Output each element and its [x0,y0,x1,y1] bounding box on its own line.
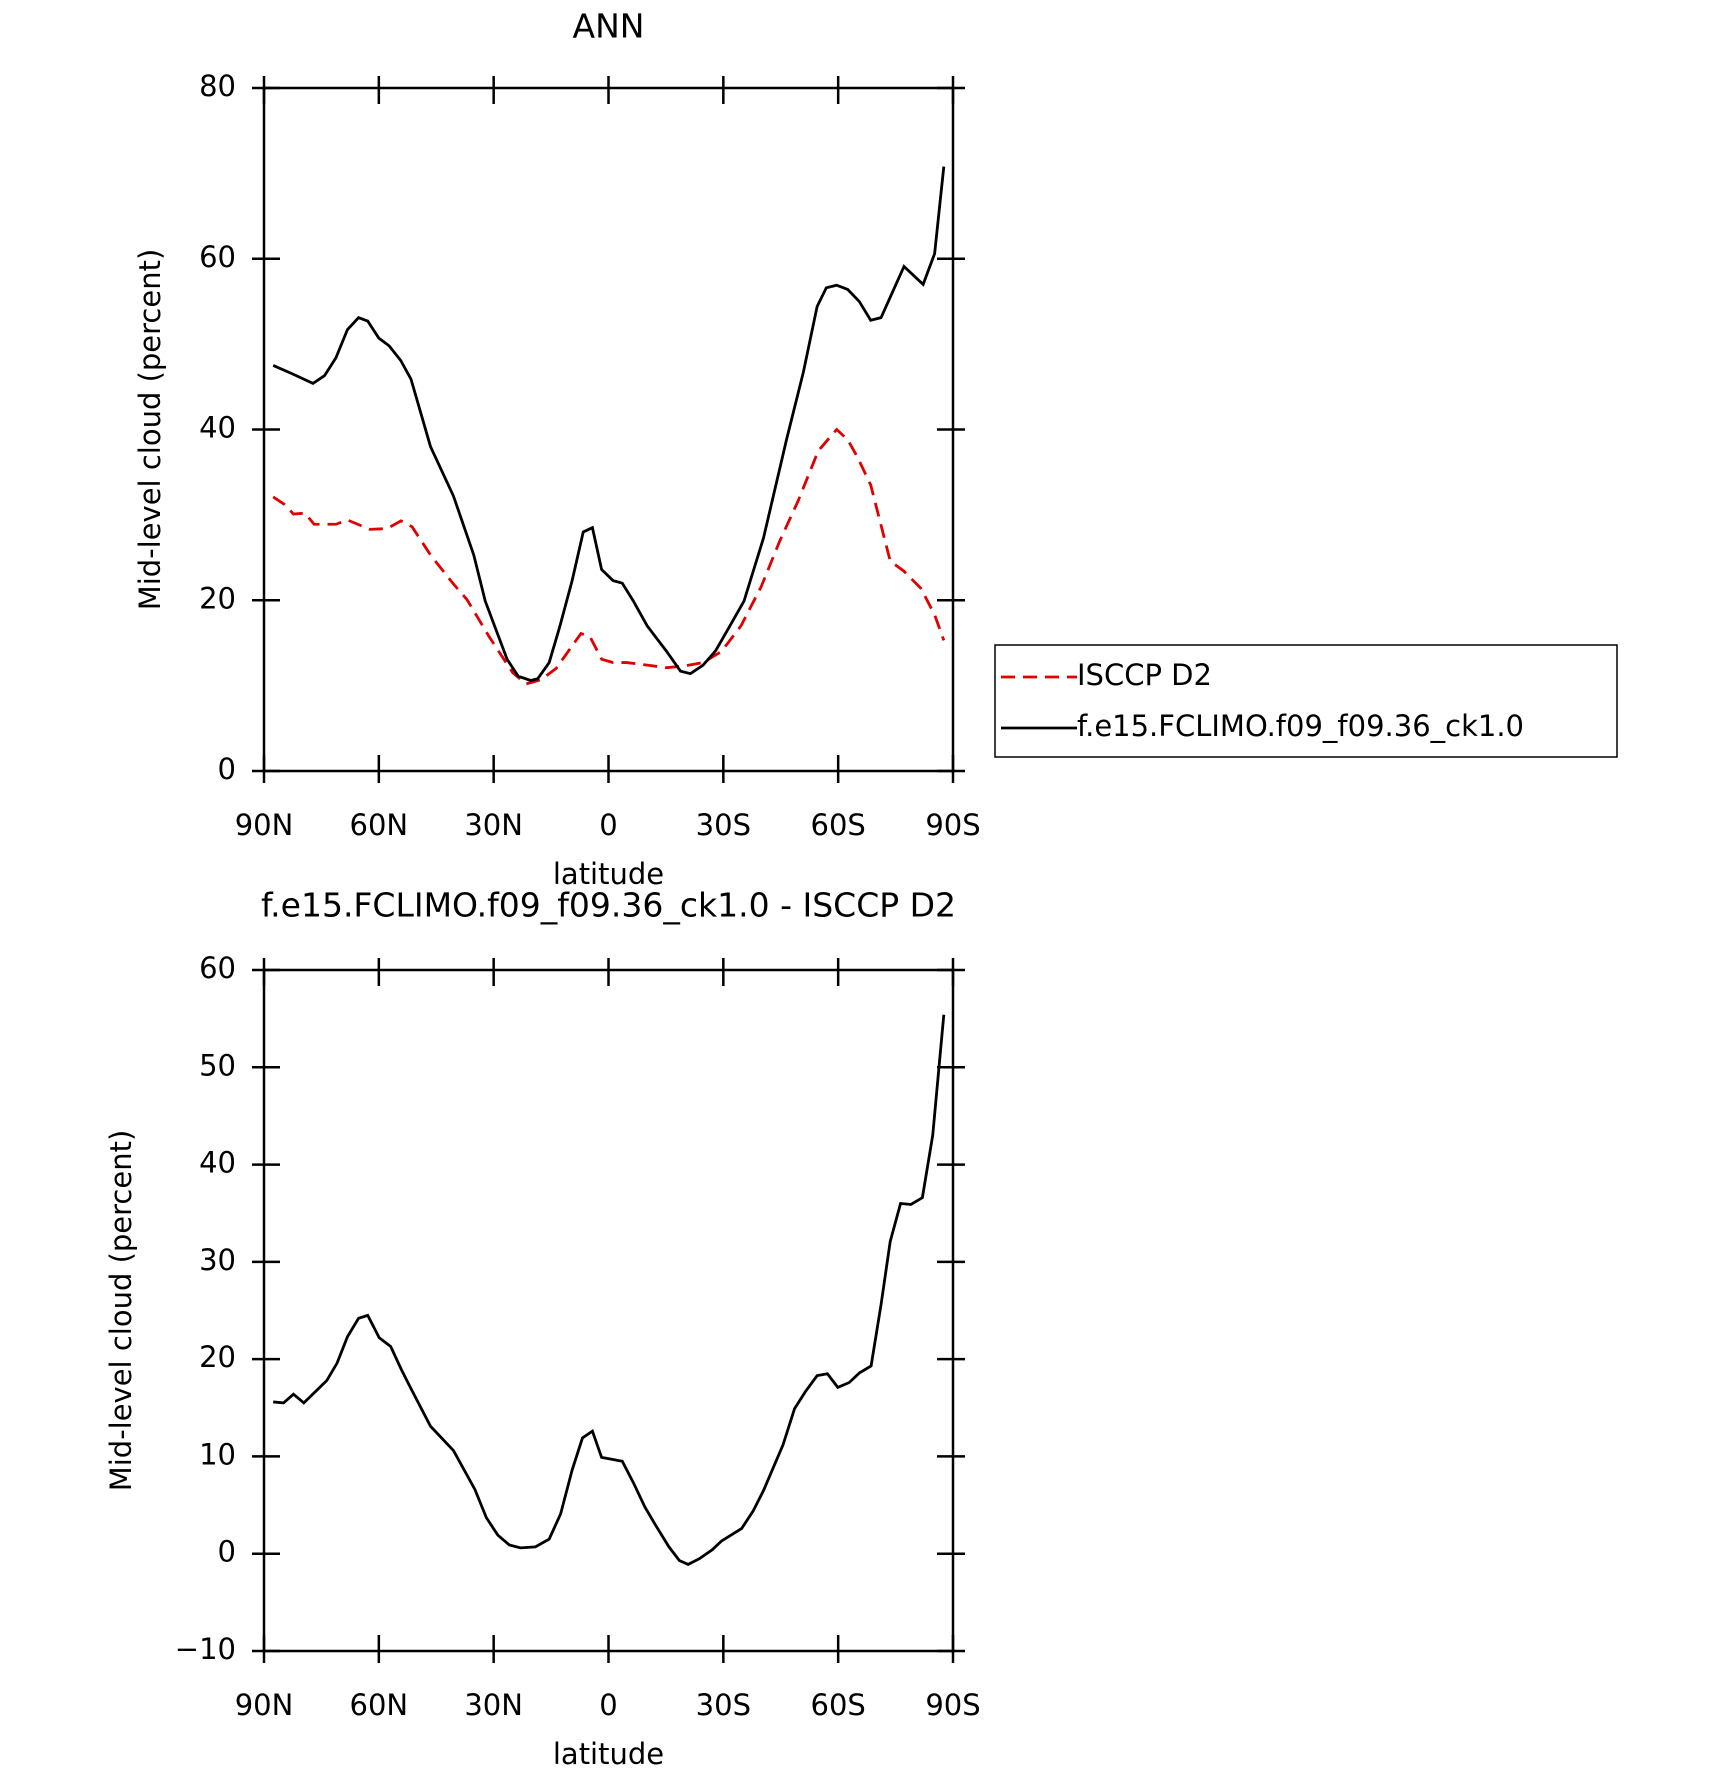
y-tick-label: 10 [199,1437,236,1471]
x-tick-label: 30N [464,808,523,842]
y-tick-label: 30 [199,1243,236,1277]
plot-frame [262,86,955,773]
y-tick-label: 0 [218,1535,236,1569]
data-line [273,1014,946,1566]
x-tick-label: 60S [811,808,866,842]
legend-label: ISCCP D2 [1077,658,1212,692]
y-tick-label: 20 [199,581,236,615]
x-tick-label: 60S [811,1688,866,1722]
y-tick-label: 60 [199,951,236,985]
x-tick-label: 30N [464,1688,523,1722]
plot-frame [262,968,955,1653]
y-tick-label: 20 [199,1340,236,1374]
x-tick-label: 30S [696,1688,751,1722]
x-tick-label: 60N [350,808,409,842]
chart-title: ANN [573,7,645,46]
data-line [272,166,946,682]
y-tick-label: 0 [218,752,236,786]
y-tick-label: 40 [199,411,236,445]
y-axis-label: Mid-level cloud (percent) [104,1130,138,1492]
y-tick-label: 80 [199,69,236,103]
y-tick-label: 40 [199,1146,236,1180]
x-tick-label: 90N [235,808,294,842]
chart-title: f.e15.FCLIMO.f09_f09.36_ck1.0 - ISCCP D2 [261,886,956,925]
x-tick-label: 0 [599,808,617,842]
x-tick-label: 90S [925,808,980,842]
x-tick-label: 0 [599,1688,617,1722]
legend-box [994,644,1618,758]
y-axis-label: Mid-level cloud (percent) [133,249,167,611]
y-tick-label: 60 [199,240,236,274]
y-tick-label: 50 [199,1048,236,1082]
x-axis-label: latitude [553,1737,664,1771]
y-tick-label: −10 [175,1632,236,1666]
x-tick-label: 90S [925,1688,980,1722]
x-tick-label: 60N [350,1688,409,1722]
x-axis-label: latitude [553,857,664,891]
x-tick-label: 30S [696,808,751,842]
legend-label: f.e15.FCLIMO.f09_f09.36_ck1.0 [1077,709,1524,743]
data-line [272,427,946,686]
x-tick-label: 90N [235,1688,294,1722]
